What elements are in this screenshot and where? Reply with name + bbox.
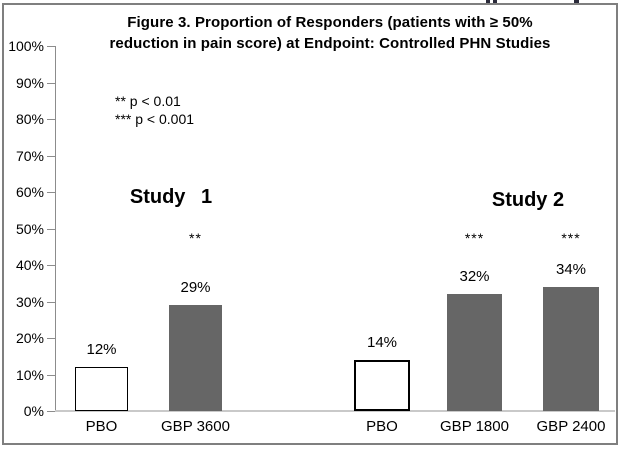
chart-frame xyxy=(2,3,618,445)
x-axis-category-label: PBO xyxy=(366,418,398,435)
group-label-study1: Study 1 xyxy=(129,186,213,208)
y-tick-mark xyxy=(47,192,55,193)
x-axis-baseline xyxy=(55,410,615,412)
y-tick-mark xyxy=(47,411,55,412)
bar-study-2-pbo xyxy=(354,360,410,411)
clipped-text-artifact xyxy=(493,0,497,3)
x-axis-category-label: GBP 2400 xyxy=(536,418,606,435)
legend-p-lt-0-01: ** p < 0.01 xyxy=(115,93,181,109)
y-axis-line xyxy=(55,46,56,412)
bar-value-label: 12% xyxy=(86,341,117,358)
y-tick-label: 80% xyxy=(15,111,44,127)
significance-marker: ** xyxy=(189,230,202,246)
bar-study-2-gbp-2400 xyxy=(543,287,599,411)
y-tick-mark xyxy=(47,301,55,303)
clipped-text-artifact xyxy=(486,0,490,3)
y-tick-label: 30% xyxy=(15,293,44,310)
y-tick-label: 100% xyxy=(8,38,44,54)
significance-legend: ** p < 0.01 *** p < 0.001 xyxy=(115,92,194,128)
chart-title-line1: Figure 3. Proportion of Responders (pati… xyxy=(127,14,533,31)
bar-value-label: 32% xyxy=(459,268,490,285)
y-tick-label: 70% xyxy=(15,147,44,164)
bar-value-label: 34% xyxy=(555,261,587,278)
x-axis-category-label: GBP 3600 xyxy=(161,418,230,435)
y-tick-mark xyxy=(47,119,55,120)
y-tick-mark xyxy=(47,82,55,84)
y-tick-label: 50% xyxy=(15,220,44,237)
y-tick-mark xyxy=(47,265,55,266)
significance-marker: *** xyxy=(561,230,581,246)
x-axis-category-label: PBO xyxy=(85,418,118,435)
bar-study-1-pbo xyxy=(75,367,128,411)
bar-study-1-gbp-3600 xyxy=(169,305,222,411)
y-tick-label: 60% xyxy=(15,184,44,200)
chart-title-line2: reduction in pain score) at Endpoint: Co… xyxy=(109,35,551,52)
y-tick-label: 10% xyxy=(15,366,44,383)
y-tick-mark xyxy=(47,46,55,47)
legend-p-lt-0-001: *** p < 0.001 xyxy=(115,111,195,127)
y-tick-label: 40% xyxy=(15,257,44,273)
y-tick-label: 20% xyxy=(15,330,44,346)
chart-title: Figure 3. Proportion of Responders (pati… xyxy=(70,12,590,54)
y-tick-mark xyxy=(47,338,55,339)
y-tick-label: 0% xyxy=(23,403,44,419)
y-tick-mark xyxy=(47,155,55,157)
y-tick-mark xyxy=(47,228,55,230)
y-tick-mark xyxy=(47,374,55,376)
x-axis-category-label: GBP 1800 xyxy=(440,418,509,435)
bar-value-label: 29% xyxy=(180,279,211,296)
bar-value-label: 14% xyxy=(366,334,398,351)
y-tick-label: 90% xyxy=(15,74,44,91)
clipped-text-artifact xyxy=(574,0,579,3)
significance-marker: *** xyxy=(464,230,485,246)
bar-study-2-gbp-1800 xyxy=(447,294,502,411)
group-label-study2: Study 2 xyxy=(491,189,565,211)
